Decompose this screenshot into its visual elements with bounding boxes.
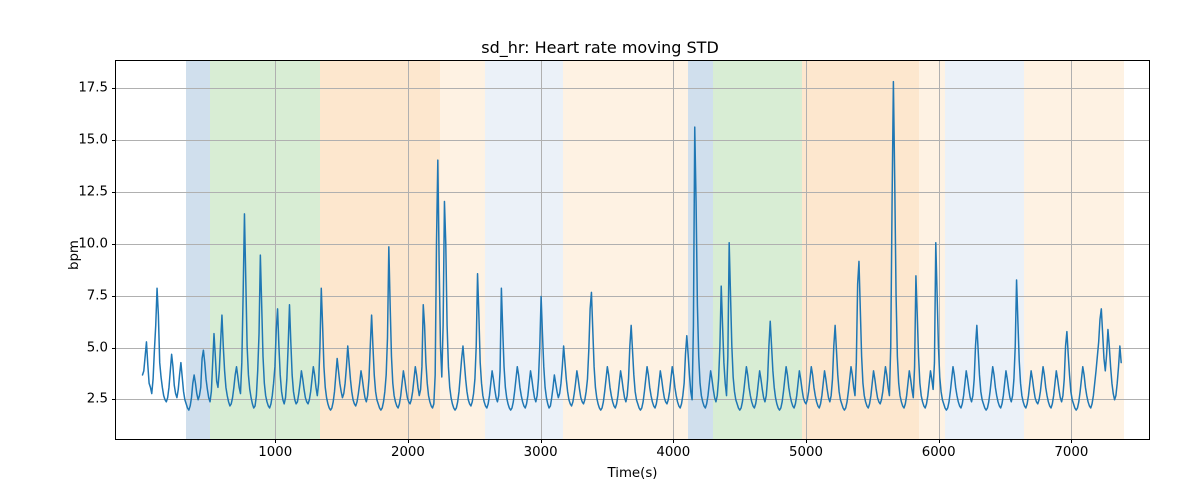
x-tick-label: 2000 <box>391 439 425 460</box>
y-tick-label: 5.0 <box>87 340 116 355</box>
plot-area <box>116 61 1149 439</box>
x-tick-label: 7000 <box>1054 439 1088 460</box>
x-tick-label: 4000 <box>656 439 690 460</box>
x-tick-label: 3000 <box>524 439 558 460</box>
figure: sd_hr: Heart rate moving STD 2.55.07.510… <box>0 0 1200 500</box>
line-series <box>116 61 1149 439</box>
y-tick-label: 7.5 <box>87 288 116 303</box>
chart-title: sd_hr: Heart rate moving STD <box>0 38 1200 57</box>
y-tick-label: 10.0 <box>78 236 116 251</box>
axes-area: 2.55.07.510.012.515.017.5100020003000400… <box>115 60 1150 440</box>
x-axis-label: Time(s) <box>115 466 1150 481</box>
y-tick-label: 12.5 <box>78 184 116 199</box>
y-axis-label: bpm <box>67 240 82 270</box>
x-tick-label: 1000 <box>258 439 292 460</box>
y-tick-label: 2.5 <box>87 392 116 407</box>
x-tick-label: 5000 <box>789 439 823 460</box>
x-tick-label: 6000 <box>922 439 956 460</box>
y-tick-label: 17.5 <box>78 80 116 95</box>
y-tick-label: 15.0 <box>78 132 116 147</box>
